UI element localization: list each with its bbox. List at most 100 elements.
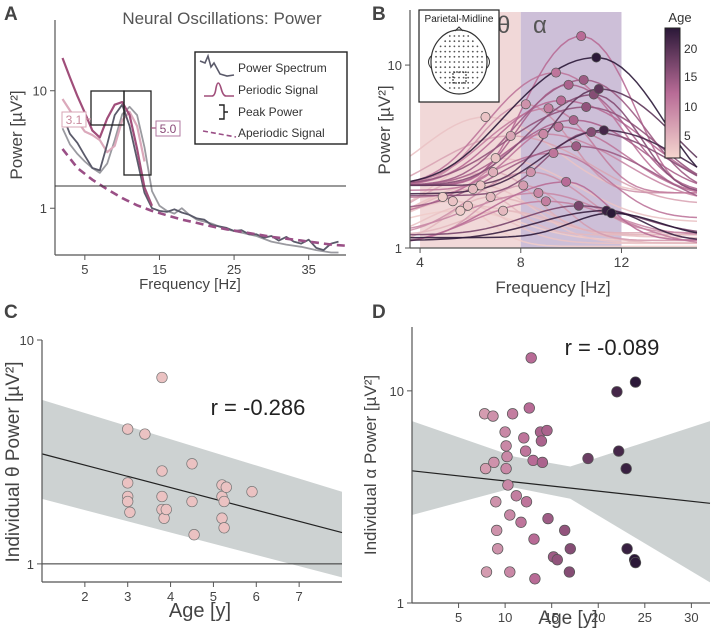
spectrum-dark-line [61,103,339,252]
panel-b-xtick-8: 8 [517,254,525,270]
electrode-dot-1 [453,35,456,37]
electrode-dot-44 [439,61,442,63]
alpha-point-7 [492,543,504,555]
electrode-dot-83 [471,76,474,79]
peak-point-24 [576,31,587,42]
alpha-point-41 [629,376,642,388]
panel-d-xtick-15: 15 [544,610,558,625]
alpha-point-20 [520,496,533,508]
electrode-dot-42 [481,55,483,58]
peak-point-26 [581,102,592,112]
colorbar-title: Age [668,10,691,25]
electrode-dot-16 [458,45,460,48]
theta-point-13 [186,495,198,508]
legend-swatch-aperiodic [202,130,237,138]
alpha-point-1 [479,462,492,475]
alpha-peak-box [123,90,152,176]
electrode-dot-67 [444,71,447,74]
legend-swatch-spectrum [199,53,235,77]
electrode-dot-94 [458,87,460,89]
periodic-signal-line [61,57,154,207]
electrode-dot-92 [448,87,451,89]
panel-b-xtick-12: 12 [614,254,630,270]
legend-swatch-peak [219,104,228,120]
panel-d-fit-line [411,470,711,504]
electrode-dot-66 [439,71,442,74]
legend-swatch-periodic [204,82,234,97]
electrode-dot-48 [458,61,460,63]
spectrum-line-33 [410,212,698,239]
panel-c-xtick-3: 3 [124,589,131,604]
electrode-dot-40 [471,55,474,58]
spectrum-line-26 [409,106,698,184]
alpha-point-17 [515,516,527,528]
electrode-dot-8 [458,40,460,43]
alpha-point-3 [487,410,499,422]
panel-d-ylabel: Individual α Power [µV²] [361,375,380,555]
electrode-dot-78 [448,76,451,79]
panel-d-xtick-20: 20 [591,610,605,625]
peak-point-6 [485,192,496,202]
peak-point-9 [498,205,509,216]
panel-c-confidence-band [42,399,342,578]
panel-c-ytick-1: 1 [27,557,34,572]
panel-d-ytick-1: 1 [397,596,404,611]
electrode-dot-22 [439,50,442,53]
inset-label: Parietal-Midline [425,14,494,25]
panel-a-title: Neural Oscillations: Power [122,9,322,28]
alpha-band-label: α [533,12,547,39]
peak-point-37 [551,67,561,78]
theta-point-7 [156,465,168,477]
panel-c-ytick-10: 10 [20,333,34,348]
electrode-dot-85 [444,81,447,84]
spectrum-line-28 [409,93,698,192]
peak-point-10 [480,112,491,122]
electrode-dot-26 [458,50,460,53]
legend-item-periodic: Periodic Signal [238,83,318,97]
alpha-point-40 [621,543,633,555]
electrode-dot-25 [453,50,456,53]
peak-point-8 [488,167,499,178]
electrode-dot-60 [462,66,465,69]
electrode-dot-39 [467,55,470,58]
alpha-peak-value: 5.0 [160,122,177,136]
panel-c-xtick-2: 2 [81,589,88,604]
electrode-dot-15 [453,45,456,48]
electrode-dot-58 [453,66,456,69]
electrode-dot-96 [467,87,470,89]
panel-c-xtick-6: 6 [253,589,260,604]
alpha-point-29 [541,424,553,437]
theta-point-6 [156,371,168,384]
alpha-point-9 [500,440,512,452]
alpha-point-28 [536,456,549,469]
panel-a-chart: Neural Oscillations: Power 1 10 5 15 25 35 Fr… [7,9,348,293]
electrode-dot-62 [471,66,474,69]
electrode-dot-53 [481,61,483,63]
electrode-dot-21 [435,50,437,53]
panel-letter-b: B [372,4,386,25]
theta-point-20 [220,481,232,493]
panel-c-xlabel: Age [y] [169,600,231,622]
electrode-dot-59 [458,66,460,69]
alpha-point-34 [563,566,576,578]
electrode-dot-95 [462,87,465,89]
peak-point-0 [437,192,448,202]
age-colorbar [664,27,681,159]
electrode-dot-14 [448,45,451,48]
electrode-dot-50 [467,61,470,63]
theta-point-0 [122,423,134,435]
electrode-dot-31 [481,50,483,53]
electrode-dot-49 [462,61,465,63]
peak-point-7 [490,153,501,164]
electrode-dot-81 [462,76,465,79]
electrode-dot-6 [448,40,451,43]
electrode-dot-63 [476,66,479,69]
panel-b-xtick-4: 4 [416,254,424,270]
peak-point-22 [568,115,579,126]
panel-b-ytick-1: 1 [395,241,402,256]
electrode-dot-84 [476,76,479,79]
panel-letter-d: D [372,302,386,323]
peak-point-16 [543,103,554,114]
peak-point-25 [578,74,589,85]
electrode-dot-32 [435,55,437,58]
